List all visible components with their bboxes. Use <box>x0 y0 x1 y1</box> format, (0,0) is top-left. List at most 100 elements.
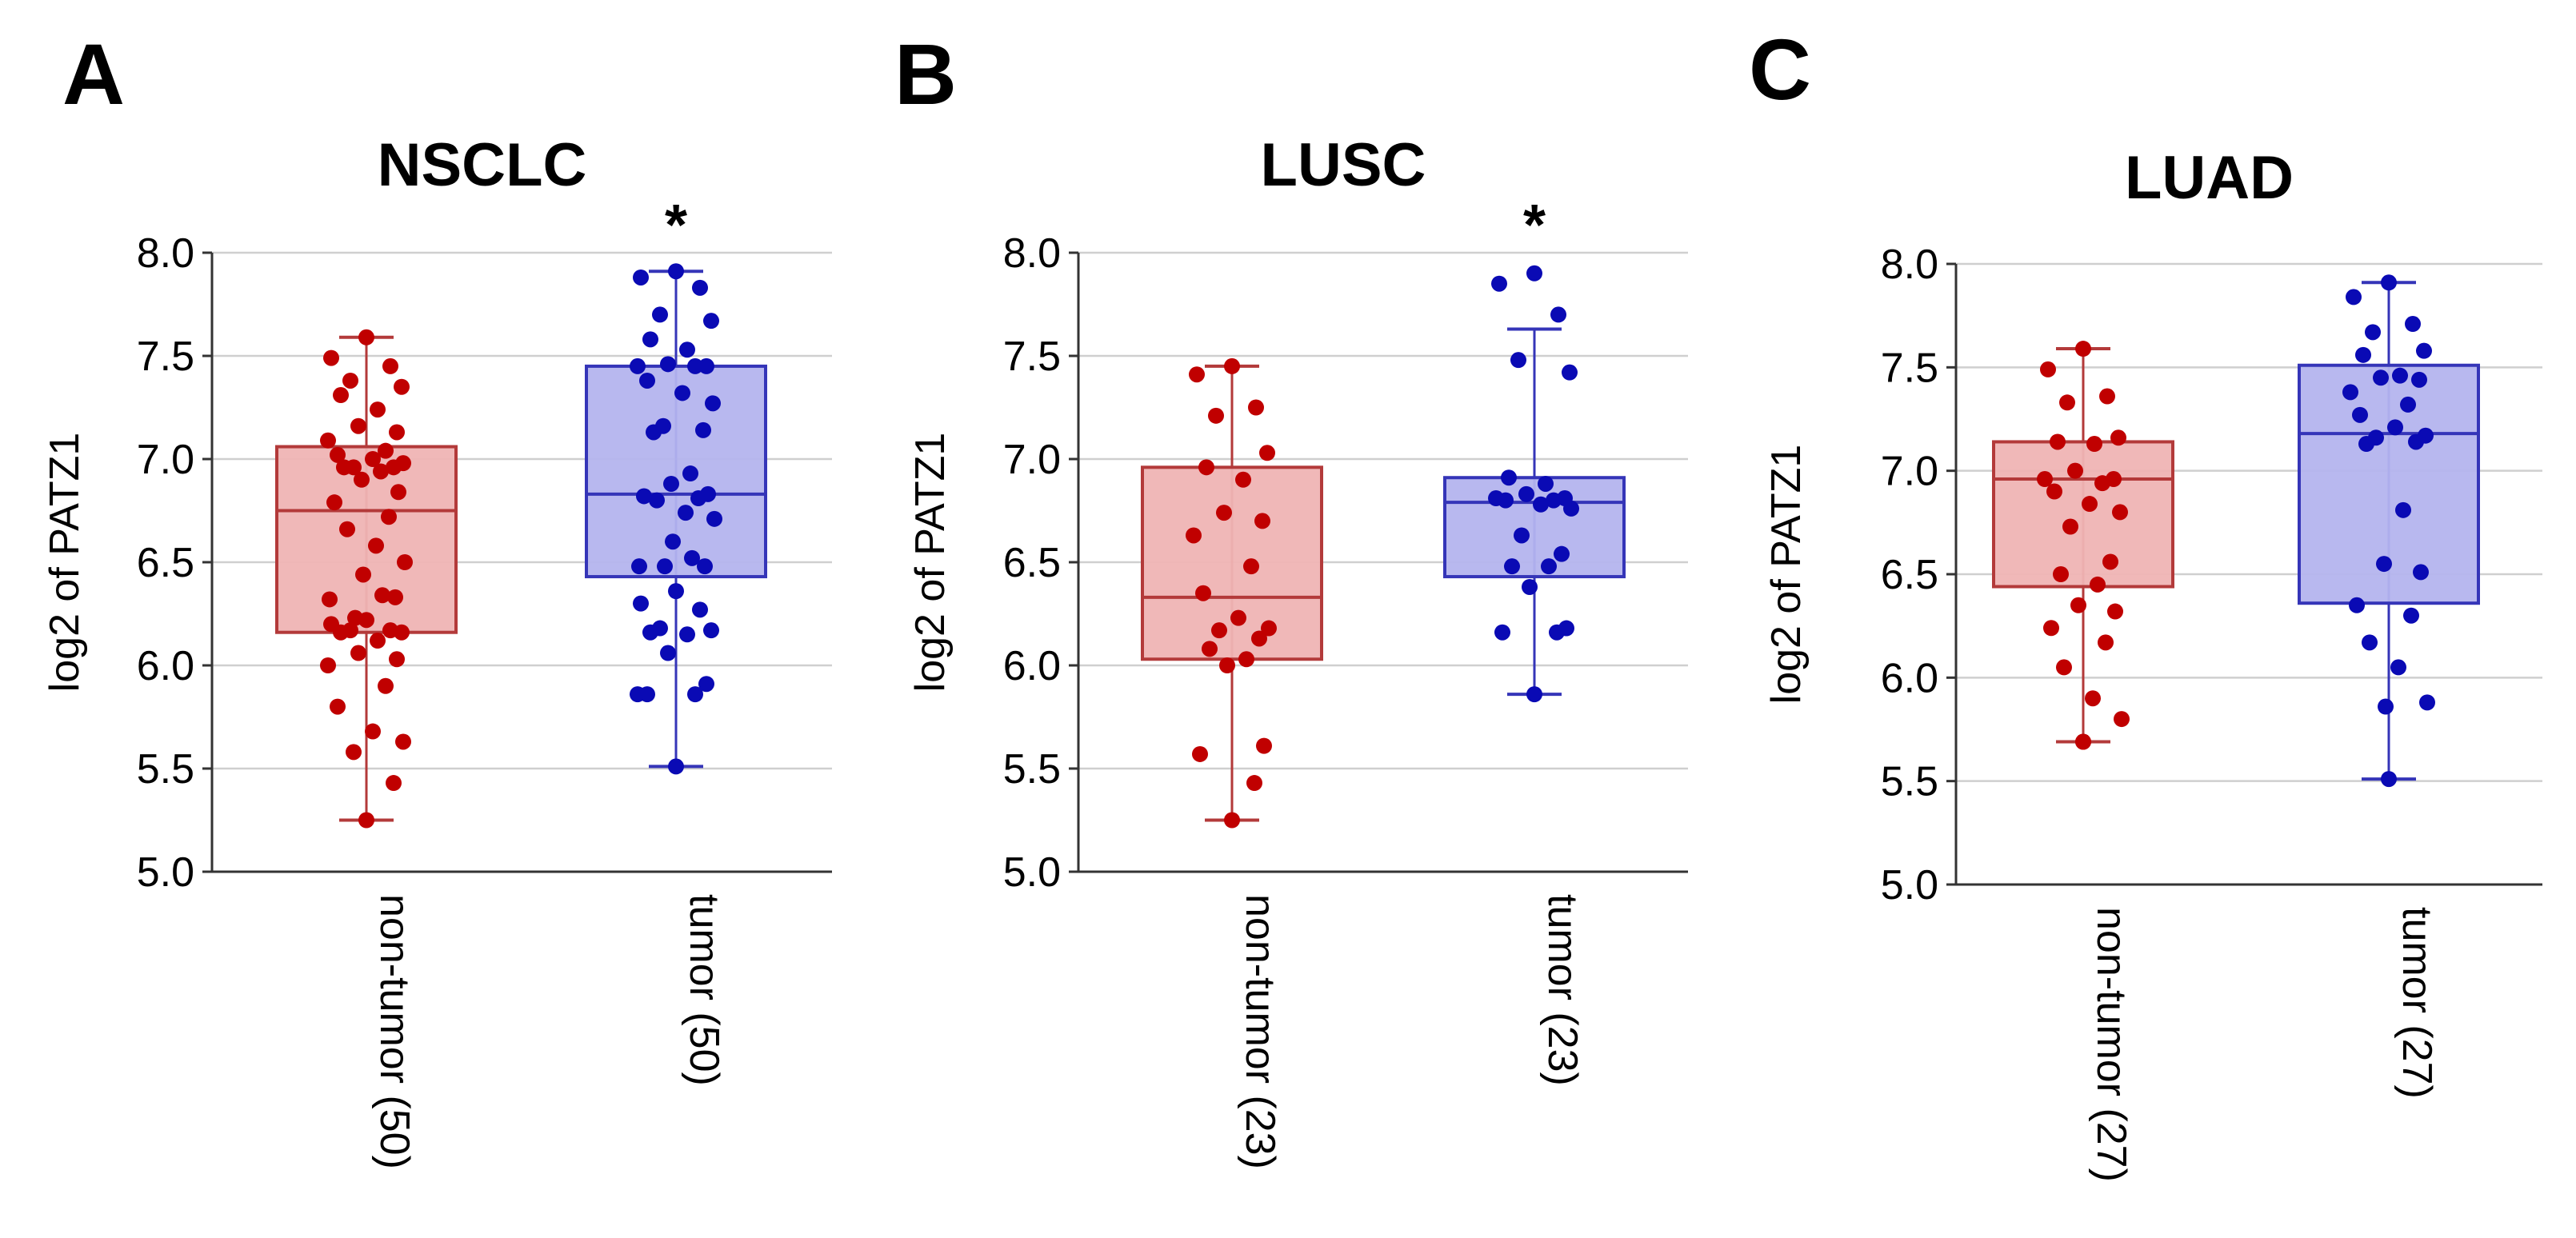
y-tick-label: 6.5 <box>1003 540 1061 586</box>
box <box>275 445 458 634</box>
data-point <box>1192 745 1208 762</box>
data-point <box>642 331 658 348</box>
data-point <box>2090 576 2106 593</box>
y-tick-label: 7.5 <box>137 333 194 380</box>
y-axis-label: log2 of PATZ1 <box>42 433 88 693</box>
data-point <box>333 387 349 404</box>
x-tick-label: non-tumor (23) <box>1237 894 1283 1169</box>
data-point <box>1261 620 1277 637</box>
data-point <box>342 372 358 389</box>
data-point <box>2114 711 2130 728</box>
x-tick-label: tumor (23) <box>1539 894 1586 1086</box>
y-tick-label: 7.0 <box>137 437 194 483</box>
data-point <box>1491 275 1507 292</box>
data-point <box>386 459 402 476</box>
y-tick-label: 6.5 <box>1881 552 1938 598</box>
data-point <box>1246 775 1262 792</box>
data-point <box>2381 771 2397 788</box>
data-point <box>322 591 338 608</box>
y-tick-label: 8.0 <box>1881 242 1938 288</box>
y-tick-label: 5.0 <box>1881 862 1938 909</box>
data-point <box>642 624 658 641</box>
data-point <box>2419 694 2435 711</box>
data-point <box>2067 462 2083 479</box>
data-point <box>2400 396 2416 413</box>
data-point <box>636 488 652 505</box>
data-point <box>630 357 646 374</box>
data-point <box>394 378 410 395</box>
data-point <box>703 622 719 639</box>
data-point <box>2102 553 2118 570</box>
data-point <box>330 698 346 715</box>
y-tick-label: 7.5 <box>1881 345 1938 391</box>
data-point <box>2040 361 2056 377</box>
data-point <box>370 401 386 418</box>
data-point <box>2355 346 2371 363</box>
data-point <box>1522 578 1538 595</box>
data-point <box>2405 316 2421 333</box>
data-point <box>2365 324 2381 341</box>
data-point <box>2349 597 2365 613</box>
data-point <box>1518 485 1534 502</box>
data-point <box>2390 659 2406 676</box>
data-point <box>2381 274 2397 291</box>
data-point <box>703 313 719 329</box>
data-point <box>2395 501 2411 518</box>
data-point <box>350 645 366 661</box>
data-point <box>358 812 374 829</box>
y-tick-label: 5.0 <box>1003 849 1061 896</box>
data-point <box>2416 342 2432 359</box>
y-tick-label: 8.0 <box>137 230 194 277</box>
data-point <box>687 686 703 703</box>
data-point <box>365 451 381 467</box>
data-point <box>1248 399 1264 416</box>
data-point <box>2411 371 2427 388</box>
data-point <box>386 775 402 792</box>
data-point <box>695 421 711 438</box>
data-point <box>2403 607 2419 624</box>
data-point <box>333 624 349 641</box>
data-point <box>2342 384 2358 401</box>
data-point <box>2059 394 2075 411</box>
data-point <box>633 595 649 612</box>
data-point <box>2075 733 2091 750</box>
box <box>1992 440 2174 589</box>
data-point <box>326 494 342 511</box>
data-point <box>397 554 413 570</box>
data-point <box>2408 433 2424 450</box>
data-point <box>389 424 405 441</box>
y-tick-label: 7.0 <box>1003 437 1061 483</box>
data-point <box>1230 609 1246 626</box>
y-tick-label: 6.0 <box>137 643 194 689</box>
data-point <box>2392 367 2408 384</box>
x-tick-label: non-tumor (27) <box>2088 907 2134 1182</box>
significance-marker: * <box>1523 194 1546 258</box>
data-point <box>2362 634 2378 651</box>
data-point <box>1219 657 1235 673</box>
data-point <box>2050 433 2066 450</box>
data-point <box>1550 306 1566 323</box>
data-point <box>1526 686 1542 703</box>
data-point <box>2413 564 2429 581</box>
data-point <box>2043 620 2059 637</box>
data-point <box>389 651 405 668</box>
data-point <box>678 505 694 521</box>
data-point <box>346 744 362 761</box>
data-point <box>2094 475 2110 492</box>
data-point <box>706 510 722 527</box>
data-point <box>1563 500 1579 517</box>
data-point <box>355 566 371 583</box>
data-point <box>631 558 647 575</box>
data-point <box>354 471 370 488</box>
data-point <box>368 537 384 554</box>
y-tick-label: 5.5 <box>1003 746 1061 793</box>
data-point <box>679 626 695 643</box>
data-point <box>358 612 374 629</box>
data-point <box>668 263 684 280</box>
data-point <box>1224 357 1240 374</box>
panel-letter: B <box>894 26 957 122</box>
x-tick-label: non-tumor (50) <box>371 894 418 1169</box>
data-point <box>687 357 703 374</box>
data-point <box>1189 366 1205 383</box>
